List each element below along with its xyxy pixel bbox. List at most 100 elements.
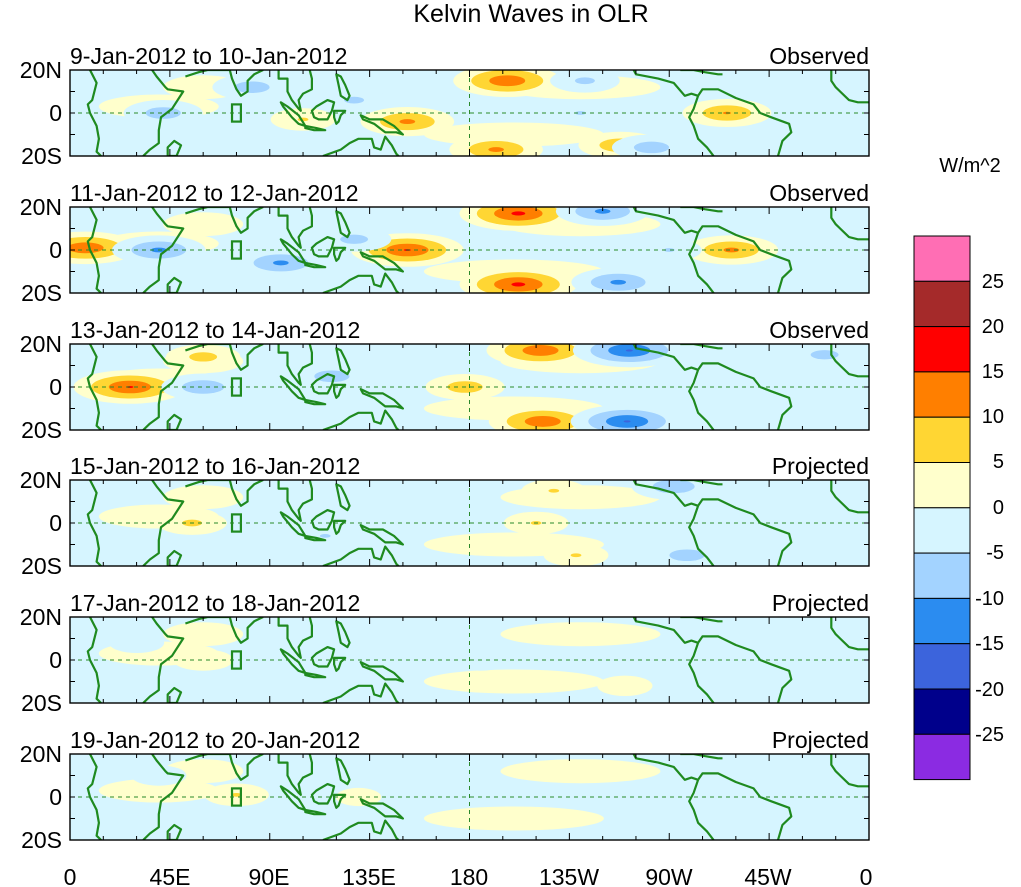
coast-caribbean-islands (680, 70, 723, 76)
anomaly-8 (572, 344, 686, 368)
anomaly-10 (548, 101, 613, 125)
anomaly-2 (597, 675, 653, 696)
coast-borneo (310, 783, 336, 805)
coast-central-america (632, 480, 699, 507)
coast-madagascar (166, 686, 183, 703)
anomaly-9 (570, 404, 684, 430)
panel-5: 17-Jan-2012 to 18-Jan-2012 Projected 20N 0 2… (20, 590, 870, 716)
y-tick-label-20n: 20N (20, 604, 62, 630)
coast-australia-north (322, 409, 400, 430)
coast-se-asia-coast (277, 70, 313, 112)
x-tick-label-90w: 90W (645, 864, 693, 887)
coast-new-guinea (359, 251, 404, 273)
panel-date-19-jan-2012-to-20-jan-2012: 19-Jan-2012 to 20-Jan-2012 (70, 727, 360, 753)
panel-label-observed: Observed (769, 180, 869, 206)
colorbar-tick-25: 25 (982, 271, 1004, 293)
coast-africa-east-coast (142, 480, 185, 566)
anomaly-6 (161, 373, 246, 401)
coast-sulawesi (333, 656, 347, 672)
anomaly-10 (787, 344, 862, 368)
x-tick-label-0: 0 (64, 864, 77, 887)
panel-stack: 9-Jan-2012 to 10-Jan-2012 Observed 20N 0 20S… (20, 43, 870, 853)
y-tick-label-0: 0 (49, 374, 62, 400)
field-band-2 (500, 759, 661, 784)
coast-new-guinea (359, 661, 404, 683)
x-tick-label-45e: 45E (150, 864, 191, 887)
anomaly-4 (543, 543, 609, 566)
colorbar-tick-20: 20 (982, 316, 1004, 338)
coast-south-america-west (688, 95, 715, 156)
y-tick-label-0: 0 (49, 237, 62, 263)
anomaly-4 (459, 267, 578, 293)
panel-date-17-jan-2012-to-18-jan-2012: 17-Jan-2012 to 18-Jan-2012 (70, 590, 360, 616)
coast-africa-east-coast (142, 207, 185, 293)
y-tick-label-20n: 20N (20, 331, 62, 357)
coast-central-america (632, 617, 699, 644)
colorbar-unit-label: W/m^2 (939, 155, 1001, 177)
panel-4: 15-Jan-2012 to 16-Jan-2012 Projected 20N 0 2… (20, 453, 870, 579)
x-tick-label-90e: 90E (249, 864, 290, 887)
coast-se-asia-coast (277, 617, 313, 659)
anomaly-12 (550, 70, 620, 93)
panel-label-observed: Observed (769, 43, 869, 69)
y-tick-label-0: 0 (49, 510, 62, 536)
coast-australia-north (322, 682, 400, 703)
panel-label-projected: Projected (772, 590, 869, 616)
anomaly-8 (316, 226, 392, 252)
coast-philippines (335, 757, 351, 786)
anomaly-9 (555, 207, 650, 226)
anomaly-3 (453, 70, 562, 97)
coast-new-guinea (359, 798, 404, 820)
coast-caribbean-islands (680, 344, 723, 350)
chart-title: Kelvin Waves in OLR (413, 0, 648, 28)
y-tick-label-20s: 20S (21, 827, 62, 853)
coast-philippines (335, 483, 351, 512)
coast-new-guinea (359, 524, 404, 546)
coast-se-asia-coast (277, 480, 313, 522)
colorbar-tick-15: 15 (982, 361, 1004, 383)
coast-philippines (335, 347, 351, 376)
coast-se-asia-coast (277, 344, 313, 386)
coast-africa-east-coast (142, 344, 185, 430)
coast-south-america-west (688, 369, 715, 430)
anomaly-6 (631, 480, 716, 500)
y-tick-label-20s: 20S (21, 553, 62, 579)
colorbar-box-below-25 (913, 733, 971, 781)
y-tick-label-0: 0 (49, 100, 62, 126)
coast-south-america-west (688, 642, 715, 703)
colorbar-boxes (913, 235, 971, 781)
y-tick-label-20s: 20S (21, 280, 62, 306)
coast-se-asia-coast (277, 754, 313, 796)
anomaly-5 (165, 344, 241, 370)
coast-west-africa-bulge (830, 754, 869, 788)
coast-australia-north (322, 545, 400, 566)
coast-sulawesi (333, 246, 347, 262)
coast-sumatra (279, 511, 307, 537)
coast-java (304, 124, 327, 132)
anomaly-11 (611, 134, 692, 156)
coast-sulawesi (333, 109, 347, 125)
coast-borneo (310, 236, 336, 258)
field-band-1 (423, 806, 604, 831)
coast-madagascar (166, 549, 183, 566)
coast-madagascar (166, 413, 183, 430)
coast-sumatra (279, 375, 307, 401)
coast-sulawesi (333, 519, 347, 535)
panel-date-11-jan-2012-to-12-jan-2012: 11-Jan-2012 to 12-Jan-2012 (70, 180, 359, 206)
coast-se-asia-coast (277, 207, 313, 249)
coast-australia-north (322, 272, 400, 293)
coast-west-africa-bulge (830, 344, 869, 378)
anomaly-1 (173, 649, 234, 671)
anomaly-3 (486, 344, 595, 367)
coast-sumatra (279, 785, 307, 811)
anomaly-10 (571, 267, 665, 293)
coast-sumatra (279, 238, 307, 264)
coast-africa-east-coast (142, 70, 185, 156)
coast-sulawesi (333, 793, 347, 809)
panel-3: 13-Jan-2012 to 14-Jan-2012 Observed 20N 0 20… (20, 317, 870, 443)
coast-caribbean-islands (680, 754, 723, 760)
coast-central-america (632, 207, 699, 234)
coast-philippines (335, 210, 351, 239)
colorbar-box-10-to-15 (913, 371, 971, 418)
